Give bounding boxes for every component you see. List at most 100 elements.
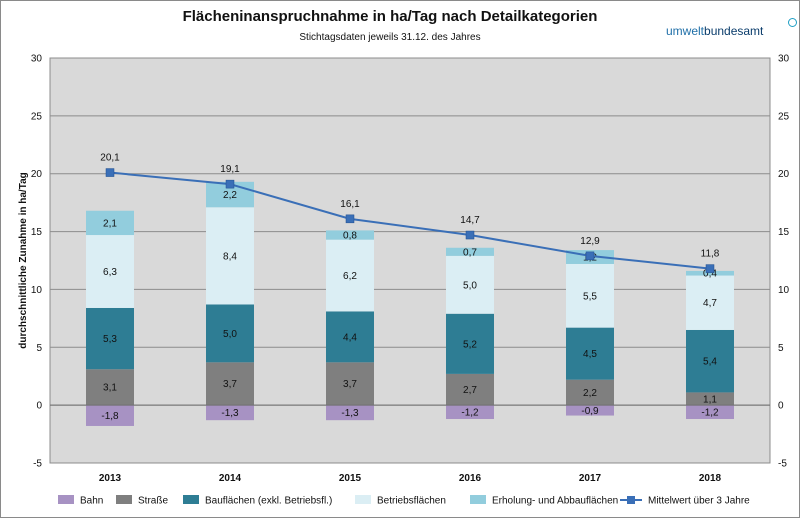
y-tick-label-left: 10 bbox=[31, 285, 43, 296]
bar-segment bbox=[446, 247, 494, 256]
bar-data-label: -1,3 bbox=[341, 408, 359, 419]
y-tick-label-left: 0 bbox=[36, 401, 42, 412]
average-data-label: 14,7 bbox=[460, 215, 480, 226]
bar-segment bbox=[446, 405, 494, 420]
legend-label: Erholung- und Abbauflächen bbox=[492, 496, 618, 507]
bar-data-label: 5,0 bbox=[223, 329, 237, 340]
bar-data-label: 3,7 bbox=[343, 379, 357, 390]
average-data-label: 12,9 bbox=[580, 236, 600, 247]
legend-label: Bahn bbox=[80, 496, 103, 507]
axes: -5 -5 0 0 5 5 10 10 15 15 20 20 25 25 30 30 2013 2014 2015… bbox=[31, 54, 790, 485]
bar-data-label: 4,5 bbox=[583, 349, 597, 360]
bar-data-label: 0,8 bbox=[343, 231, 357, 242]
bar-data-label: 6,3 bbox=[103, 267, 117, 278]
bar-data-label: 0,4 bbox=[703, 269, 717, 280]
bar-segment bbox=[326, 239, 374, 312]
logo-text-umwelt: umwelt bbox=[666, 24, 705, 38]
y-tick-label-right: -5 bbox=[778, 459, 787, 470]
y-tick-label-left: 30 bbox=[31, 54, 43, 65]
average-data-label: 19,1 bbox=[220, 164, 240, 175]
bar-segment bbox=[86, 369, 134, 406]
bar-segment bbox=[326, 311, 374, 363]
bar-data-label: -1,2 bbox=[461, 408, 479, 419]
bar-segment bbox=[86, 210, 134, 236]
bar-segment bbox=[86, 307, 134, 370]
legend-label: Straße bbox=[138, 496, 168, 507]
x-tick-label: 2015 bbox=[339, 473, 362, 484]
legend-marker bbox=[627, 496, 635, 504]
legend-swatch bbox=[355, 495, 371, 504]
bar-data-label: 1,1 bbox=[703, 394, 717, 405]
y-tick-label-left: 15 bbox=[31, 227, 43, 238]
x-tick-label: 2017 bbox=[579, 473, 602, 484]
bar-segment bbox=[566, 379, 614, 406]
average-point-marker bbox=[345, 214, 355, 224]
bar-segment bbox=[206, 362, 254, 406]
average-data-label: 16,1 bbox=[340, 199, 360, 210]
bar-data-label: 2,2 bbox=[223, 190, 237, 201]
y-tick-label-right: 30 bbox=[778, 54, 790, 65]
umweltbundesamt-logo: umweltbundesamt bbox=[666, 18, 797, 38]
bar-data-label: 5,4 bbox=[703, 357, 717, 368]
average-point-marker bbox=[585, 251, 595, 261]
bar-segment bbox=[326, 230, 374, 240]
legend-swatch bbox=[58, 495, 74, 504]
y-tick-label-left: 20 bbox=[31, 169, 43, 180]
bar-data-label: -0,9 bbox=[581, 406, 599, 417]
bar-segment bbox=[566, 405, 614, 416]
logo-text-bundesamt: bundesamt bbox=[704, 24, 764, 38]
bar-segment bbox=[326, 362, 374, 406]
chart-title: Flächeninanspruchnahme in ha/Tag nach De… bbox=[182, 8, 598, 25]
bar-data-label: 5,2 bbox=[463, 339, 477, 350]
y-tick-label-right: 25 bbox=[778, 111, 790, 122]
bar-data-label: 5,0 bbox=[463, 280, 477, 291]
bar-data-label: -1,8 bbox=[101, 411, 119, 422]
bar-data-label: 5,3 bbox=[103, 334, 117, 345]
bar-data-label: 0,7 bbox=[463, 247, 477, 258]
bar-segment bbox=[326, 405, 374, 421]
bar-segment bbox=[86, 405, 134, 426]
bar-segment bbox=[566, 263, 614, 328]
legend-label: Betriebsflächen bbox=[377, 496, 446, 507]
x-tick-label: 2013 bbox=[99, 473, 122, 484]
y-axis-label: durchschnittliche Zunahme in ha/Tag bbox=[18, 172, 29, 349]
chart-subtitle: Stichtagsdaten jeweils 31.12. des Jahres bbox=[299, 32, 481, 43]
bar-data-label: 5,5 bbox=[583, 291, 597, 302]
bar-data-label: 2,1 bbox=[103, 218, 117, 229]
average-data-label: 11,8 bbox=[701, 249, 720, 260]
legend: Bahn Straße Bauflächen (exkl. Betriebsfl.)… bbox=[58, 495, 750, 507]
logo-mark-icon bbox=[788, 18, 797, 27]
bar-segment bbox=[446, 313, 494, 374]
x-tick-label: 2014 bbox=[219, 473, 242, 484]
x-tick-label: 2018 bbox=[699, 473, 722, 484]
bar-segment bbox=[206, 304, 254, 363]
legend-swatch bbox=[183, 495, 199, 504]
bar-data-label: 8,4 bbox=[223, 251, 237, 262]
average-point-marker bbox=[465, 230, 475, 240]
y-tick-label-right: 0 bbox=[778, 401, 784, 412]
y-tick-label-right: 10 bbox=[778, 285, 790, 296]
legend-label: Bauflächen (exkl. Betriebsfl.) bbox=[205, 496, 332, 507]
y-tick-label-right: 15 bbox=[778, 227, 790, 238]
legend-swatch bbox=[116, 495, 132, 504]
bar-data-label: 3,7 bbox=[223, 379, 237, 390]
y-tick-label-right: 20 bbox=[778, 169, 790, 180]
plot-area bbox=[49, 57, 771, 464]
average-data-label: 20,1 bbox=[100, 153, 120, 164]
bar-segment bbox=[566, 327, 614, 380]
bar-segment bbox=[686, 329, 734, 393]
y-tick-label-left: 25 bbox=[31, 111, 43, 122]
bar-data-label: 2,2 bbox=[583, 388, 597, 399]
average-point-marker bbox=[705, 264, 715, 273]
bar-data-label: -1,3 bbox=[221, 408, 239, 419]
y-tick-label-left: 5 bbox=[36, 343, 42, 354]
x-tick-label: 2016 bbox=[459, 473, 482, 484]
average-series-line bbox=[109, 171, 711, 270]
bar-segment bbox=[446, 255, 494, 314]
bar-segment bbox=[686, 270, 734, 276]
y-tick-label-left: -5 bbox=[33, 459, 42, 470]
bar-data-label: -1,2 bbox=[701, 408, 719, 419]
bar-data-label: 6,2 bbox=[343, 271, 357, 282]
bar-data-label: 3,1 bbox=[103, 383, 117, 394]
